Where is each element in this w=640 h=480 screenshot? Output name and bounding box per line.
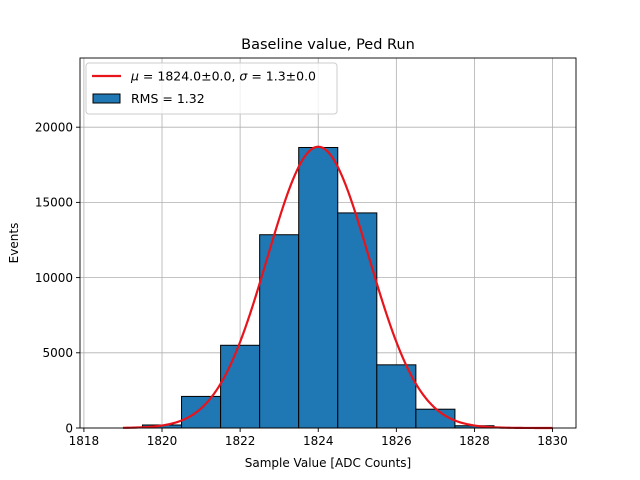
legend-mu-symbol: μ [130, 69, 139, 84]
legend-histogram-swatch [92, 93, 121, 104]
x-tick-label: 1824 [303, 434, 334, 448]
histogram-bar [220, 344, 261, 429]
x-tick-label: 1822 [225, 434, 256, 448]
histogram-bar [181, 395, 222, 429]
histogram-bars [141, 146, 495, 429]
histogram-bar [337, 212, 378, 429]
x-tick-label: 1820 [147, 434, 178, 448]
gaussian-fit-curve [122, 145, 553, 430]
fit-layer [122, 145, 553, 430]
chart-title: Baseline value, Ped Run [241, 37, 415, 53]
legend-fit-label: μ = 1824.0±0.0, σ = 1.3±0.0 [130, 69, 316, 84]
y-axis-label: Events [7, 223, 21, 264]
x-tick-label: 1818 [69, 434, 100, 448]
x-axis-label: Sample Value [ADC Counts] [245, 456, 411, 470]
x-tick-label: 1830 [537, 434, 568, 448]
histogram-bar [376, 364, 417, 429]
legend-box [85, 62, 338, 115]
histogram-bar [259, 234, 300, 429]
y-tick-label: 15000 [35, 196, 73, 210]
legend-histogram-label: RMS = 1.32 [131, 91, 205, 106]
x-axis-ticks: 1818 1820 1822 1824 1826 1828 1830 [69, 428, 568, 448]
y-axis-ticks: 0 5000 10000 15000 20000 [35, 120, 80, 435]
legend-mu-value: = 1824.0±0.0, [139, 69, 239, 84]
x-tick-label: 1828 [459, 434, 490, 448]
legend-sigma-value: = 1.3±0.0 [247, 69, 316, 84]
legend: μ = 1824.0±0.0, σ = 1.3±0.0 RMS = 1.32 [85, 62, 338, 115]
legend-sigma-symbol: σ [239, 69, 248, 84]
y-tick-label: 0 [65, 421, 73, 435]
y-tick-label: 20000 [35, 120, 73, 134]
plot-frame [79, 57, 577, 429]
y-tick-label: 10000 [35, 271, 73, 285]
x-tick-label: 1826 [381, 434, 412, 448]
histogram-bar [298, 146, 339, 429]
y-tick-label: 5000 [42, 346, 73, 360]
